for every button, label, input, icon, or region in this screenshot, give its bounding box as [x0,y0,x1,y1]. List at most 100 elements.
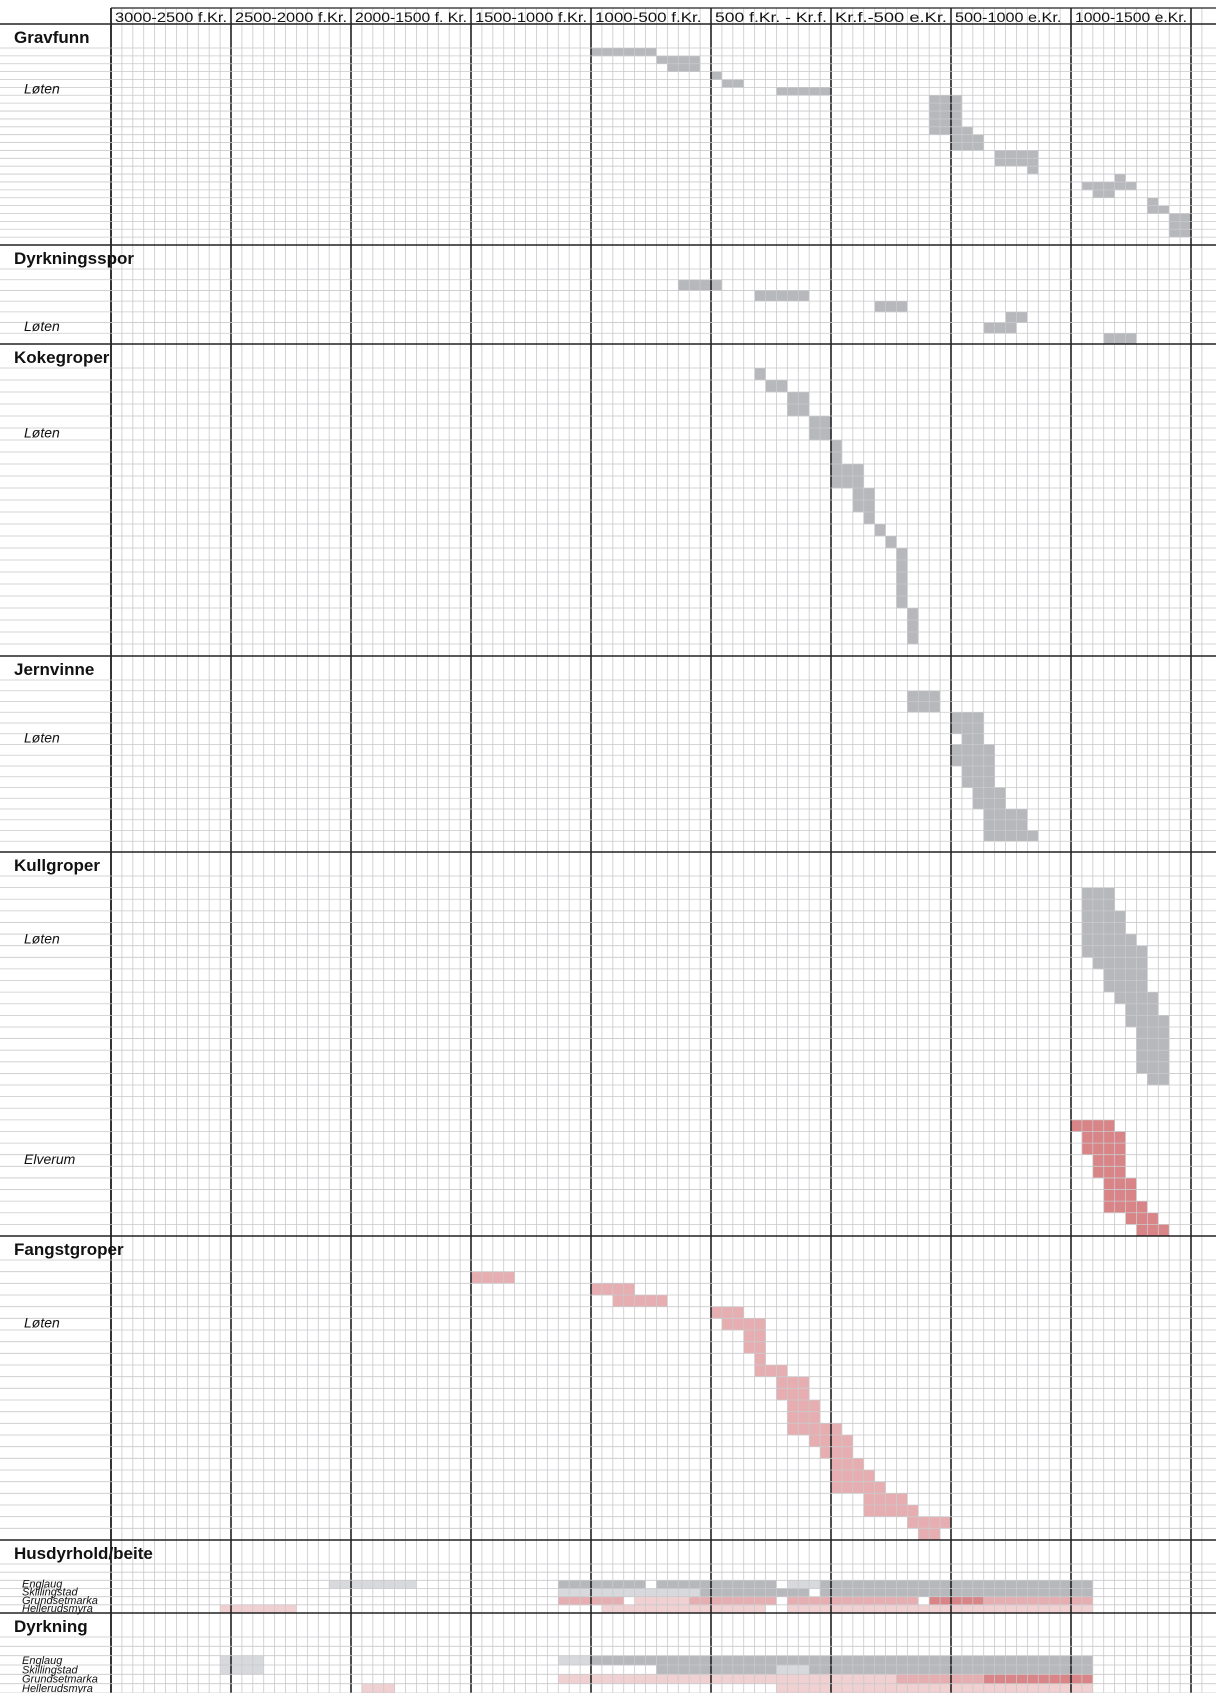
range-bar [667,63,701,72]
range-bar [776,1376,810,1389]
range-bar [907,690,941,702]
range-bar [558,1588,701,1597]
range-bar [831,452,842,465]
range-bar [776,1665,810,1675]
range-bar [1092,957,1148,970]
range-bar [929,1596,984,1606]
range-bar [1103,1189,1137,1202]
range-bar [951,134,984,143]
range-bar [907,701,941,713]
range-bar [1136,1224,1170,1237]
range-bar [1114,174,1126,183]
bars-layer [220,48,1191,1693]
range-bar [907,608,919,621]
range-bar [1136,1061,1170,1074]
range-bar [1125,1212,1159,1225]
row-label: Skillingstad [22,1587,79,1599]
section-title: Gravfunn [14,28,90,47]
row-label: Løten [24,1315,60,1331]
range-bar [929,111,962,120]
period-header: 1000-1500 e.Kr. [1075,10,1187,25]
row-label: Grundsetmarka [22,1674,98,1686]
period-header: 1000-500 f.Kr. [595,10,701,25]
row-label: Grundsetmarka [22,1595,98,1607]
range-bar [896,572,908,585]
range-bar [896,560,908,573]
range-bar [754,290,810,302]
range-bar [1092,1154,1126,1167]
row-label: Hellerudsmyra [22,1683,93,1693]
range-bar [874,524,886,537]
row-label: Løten [24,318,60,334]
range-bar [983,322,1017,334]
period-header: 3000-2500 f.Kr. [115,10,227,25]
range-bar [951,712,984,724]
range-bar [1092,1166,1126,1179]
range-bar [983,830,1039,842]
range-bar [776,1388,810,1401]
row-label: Løten [24,729,60,745]
range-bar [787,1580,821,1589]
range-bar [787,1400,821,1412]
range-bar [656,1665,777,1675]
range-bar [776,87,831,96]
range-bar [896,596,908,609]
range-bar [907,620,919,633]
range-bar [1081,934,1137,946]
period-header: Kr.f.-500 e.Kr. [835,10,947,25]
range-bar [1081,899,1115,912]
range-bar [896,548,908,561]
range-bar [601,1604,766,1614]
labels-layer: 3000-2500 f.Kr. 2500-2000 f.Kr. 2000-1500 … [14,10,1187,1693]
range-bar [863,512,875,525]
range-bar [711,1306,744,1319]
row-label: Løten [24,425,60,441]
range-bar [831,464,864,477]
range-bar [667,55,701,65]
row-label: Elverum [24,1151,76,1167]
row-label: Englaug [22,1655,63,1667]
range-bar [361,1683,395,1693]
range-bar [820,1446,853,1459]
section-title: Kokegroper [14,348,110,367]
section-title: Kullgroper [14,856,100,875]
range-bar [558,1674,897,1684]
range-bar [863,1505,919,1517]
row-label: Løten [24,930,60,946]
period-header: 500-1000 e.Kr. [955,10,1061,25]
range-bar [820,1588,1093,1597]
range-bar [831,440,842,453]
range-bar [1136,1050,1170,1063]
range-bar [787,1423,842,1436]
section-title: Husdyrhold/beite [14,1544,153,1563]
row-label: Englaug [22,1579,63,1591]
period-header: 500 f.Kr. - Kr.f. [715,10,827,25]
section-title: Dyrkning [14,1617,88,1636]
range-bar [972,798,1006,810]
range-bar [1081,887,1115,900]
range-bar [885,536,897,549]
range-bar [558,1655,591,1666]
section-title: Fangstgroper [14,1240,124,1259]
range-bar [776,1683,1093,1693]
range-bar [907,632,919,645]
range-bar [1125,1003,1159,1016]
range-bar [929,103,962,112]
range-bar [634,1596,690,1606]
range-bar [656,1580,777,1589]
period-header: 2500-2000 f.Kr. [235,10,347,25]
range-bar [951,723,984,735]
row-label: Skillingstad [22,1664,79,1676]
range-bar [972,787,1006,799]
range-bar [831,1458,864,1471]
range-bar [754,1365,788,1377]
range-bar [754,1353,766,1366]
range-bar [1147,197,1159,206]
range-bar [1136,1038,1170,1051]
range-bar [754,368,766,381]
range-bar [787,1411,821,1424]
range-bar [1103,333,1137,345]
range-bar [929,95,962,104]
range-bar [1136,1026,1170,1039]
range-bar [831,1481,886,1494]
